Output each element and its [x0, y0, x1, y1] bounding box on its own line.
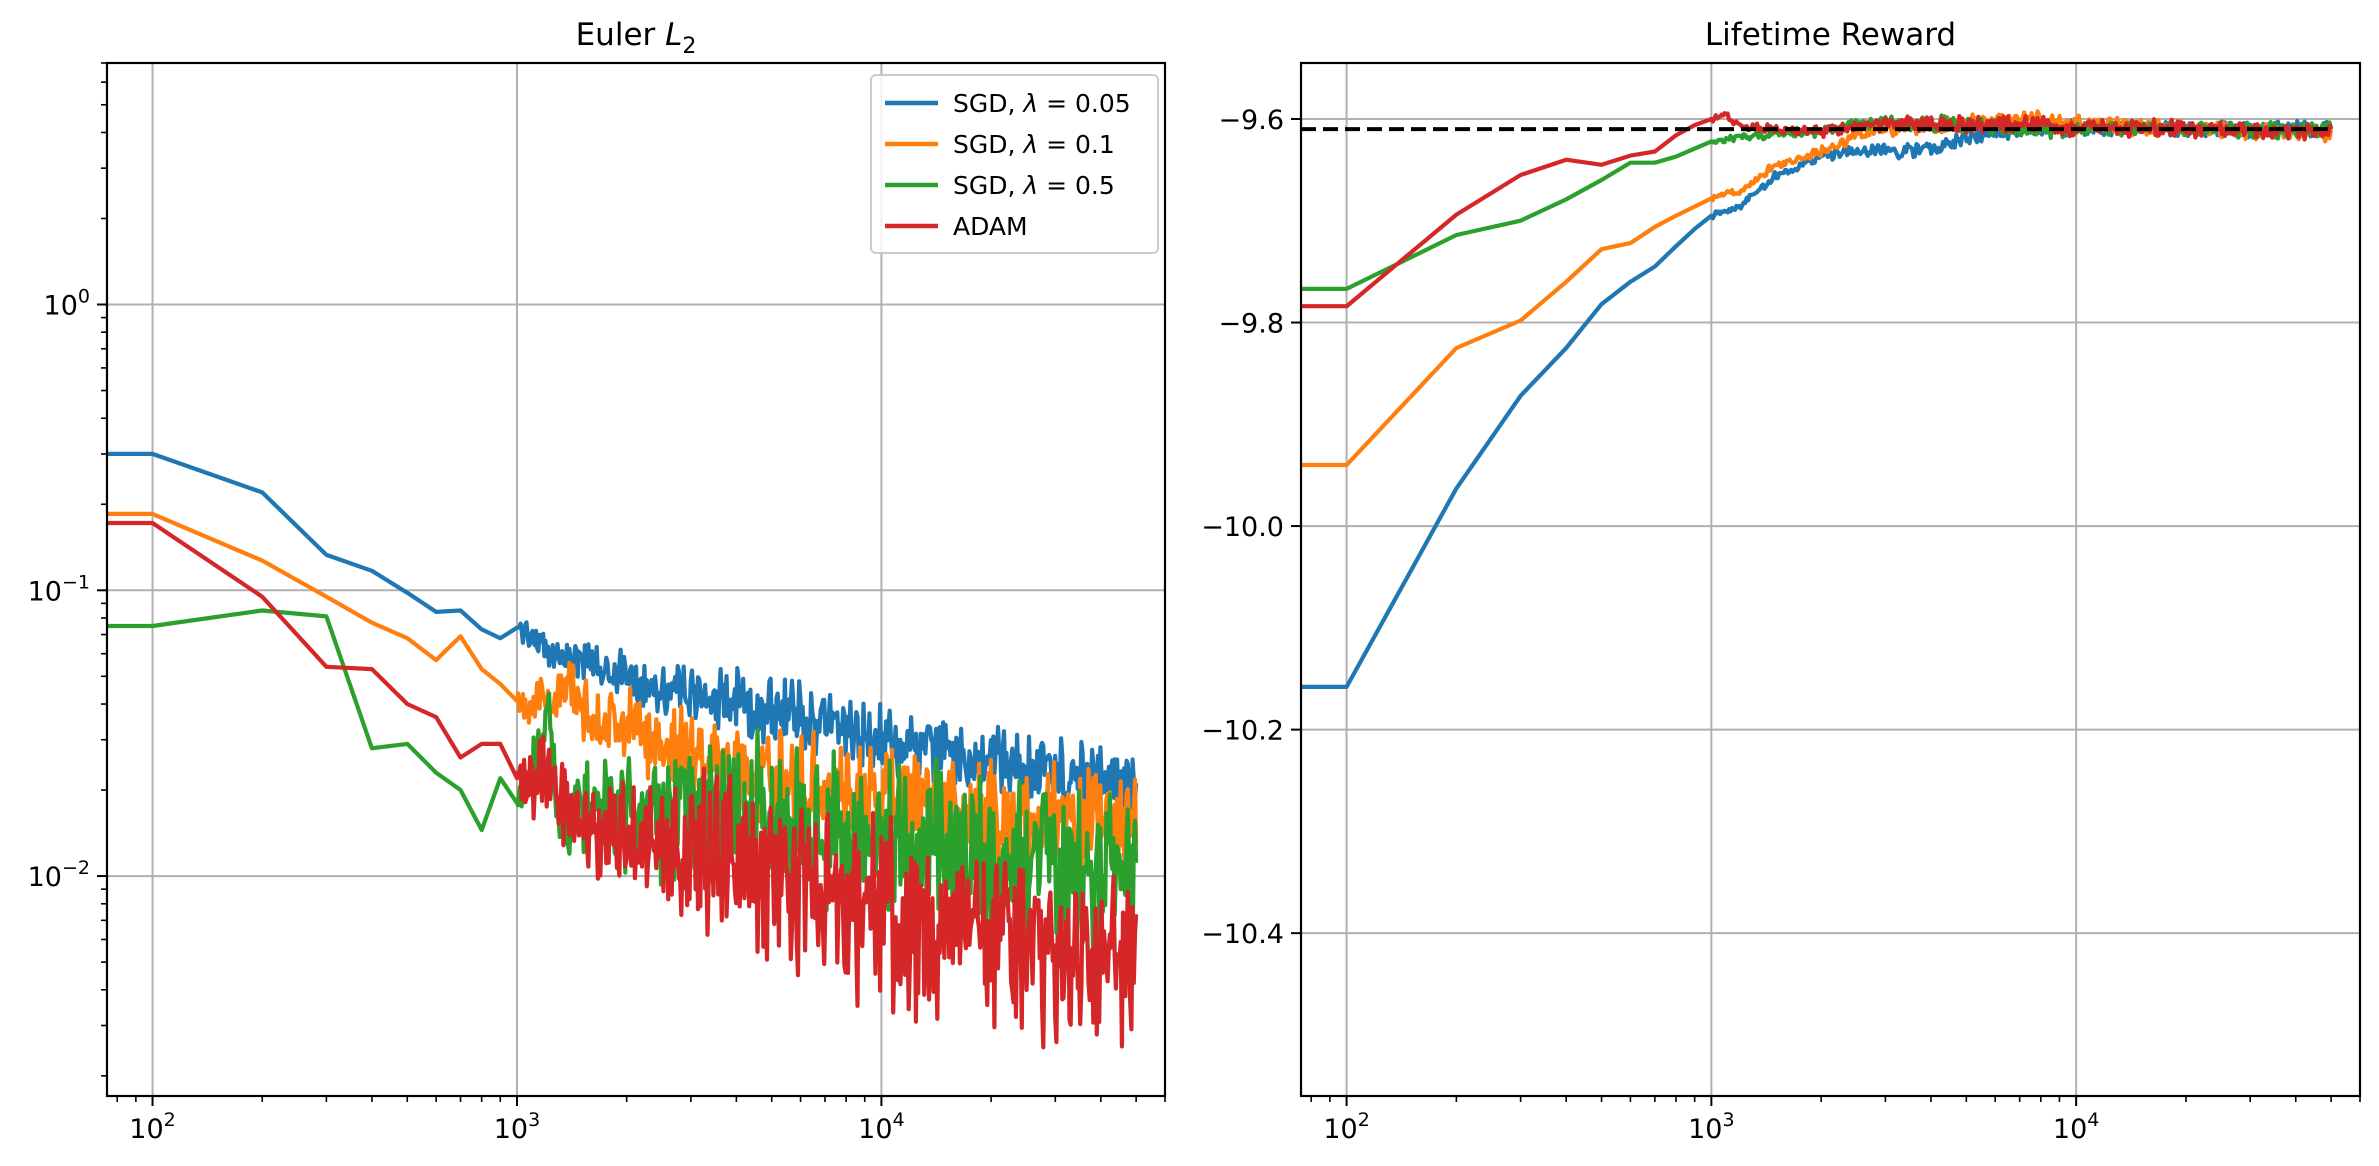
legend-entry: SGD, λ = 0.05: [953, 89, 1131, 118]
legend-entry: ADAM: [953, 212, 1028, 241]
x-tick-label: 103: [1688, 1109, 1734, 1145]
legend-box: [870, 74, 1159, 254]
series-line-1: [107, 451, 1139, 816]
y-tick-label: −9.8: [1218, 309, 1284, 340]
x-tick-label: 104: [2053, 1109, 2099, 1145]
legend-entry: SGD, λ = 0.5: [953, 171, 1115, 200]
axes-frame: [105, 61, 1167, 1098]
y-tick-label: −9.6: [1218, 105, 1284, 136]
legend: SGD, λ = 0.05 SGD, λ = 0.1 SGD, λ = 0.5 ADA…: [870, 74, 1159, 254]
legend-entry: SGD, λ = 0.1: [953, 130, 1115, 159]
y-tick-label: −10.4: [1201, 919, 1284, 950]
x-tick-label: 104: [858, 1109, 904, 1145]
panel-lifetime-reward: 102 103 104 −10.4 −10.2 −10.0 −9.8 −9.6 Lifetime…: [1201, 17, 2362, 1145]
chart-title: Euler L2: [576, 17, 697, 59]
series-line-4: [107, 520, 1139, 1050]
y-tick-label: 10−1: [28, 571, 90, 607]
x-tick-label: 102: [129, 1109, 175, 1145]
y-tick-label: −10.0: [1201, 512, 1284, 543]
chart-title: Lifetime Reward: [1705, 17, 1956, 53]
grid: [1301, 63, 2360, 1096]
y-tick-label: 100: [44, 286, 90, 322]
panel-euler-l2: 102 103 104 10−2 10−1 100 Euler L2 SGD, λ = 0.0…: [28, 17, 1167, 1145]
y-tick-label: −10.2: [1201, 716, 1284, 747]
x-tick-label: 103: [494, 1109, 540, 1145]
axes-frame: [1299, 61, 2362, 1098]
series-line-2: [107, 511, 1139, 881]
x-tick-label: 102: [1323, 1109, 1369, 1145]
y-tick-label: 10−2: [28, 857, 90, 893]
